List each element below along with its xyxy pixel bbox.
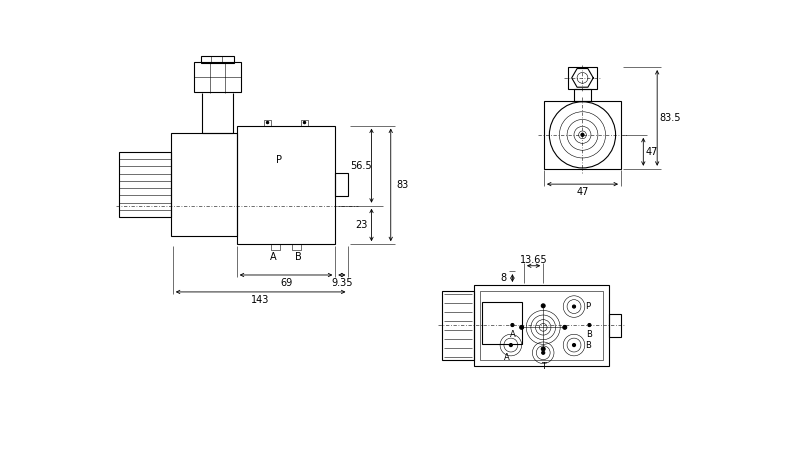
Text: B: B	[586, 330, 592, 339]
Bar	[609, 314, 621, 338]
Bar	[292, 244, 302, 250]
Text: 23: 23	[355, 220, 368, 230]
Text: A: A	[510, 330, 515, 339]
Circle shape	[588, 324, 591, 327]
Text: T: T	[541, 362, 546, 371]
Bar	[264, 120, 271, 126]
Bar	[194, 62, 241, 93]
Bar	[237, 126, 335, 244]
Text: 143: 143	[251, 295, 270, 305]
Text: B: B	[295, 252, 302, 261]
Circle shape	[520, 325, 523, 329]
Text: B: B	[585, 341, 591, 350]
Bar	[482, 302, 522, 344]
Bar	[335, 173, 349, 197]
Text: 47: 47	[576, 187, 589, 197]
Circle shape	[542, 304, 545, 308]
Bar	[119, 152, 171, 217]
Bar	[544, 101, 621, 169]
Circle shape	[573, 343, 575, 346]
Text: 9.35: 9.35	[331, 278, 353, 288]
Bar	[201, 55, 234, 63]
Circle shape	[511, 324, 514, 327]
Text: 47: 47	[646, 147, 658, 157]
Text: 83: 83	[396, 180, 409, 190]
Circle shape	[563, 325, 566, 329]
Text: 8: 8	[500, 273, 506, 283]
Text: 13.65: 13.65	[520, 255, 547, 265]
Circle shape	[266, 122, 269, 124]
Text: P: P	[276, 155, 282, 165]
Text: P: P	[586, 302, 590, 311]
Circle shape	[542, 351, 545, 354]
Text: 56.5: 56.5	[350, 161, 372, 171]
Bar	[474, 285, 609, 366]
Circle shape	[510, 343, 513, 346]
Circle shape	[303, 122, 306, 124]
Bar	[301, 120, 308, 126]
Text: A: A	[504, 353, 510, 362]
Circle shape	[573, 305, 575, 308]
Text: 69: 69	[280, 278, 292, 288]
Bar	[574, 89, 591, 101]
Circle shape	[581, 133, 584, 136]
Text: 83.5: 83.5	[659, 113, 681, 123]
Bar	[442, 291, 474, 360]
Bar	[568, 67, 597, 89]
Bar	[480, 291, 602, 360]
Bar	[270, 244, 280, 250]
Bar	[171, 133, 237, 237]
Circle shape	[542, 347, 545, 351]
Text: A: A	[270, 252, 277, 261]
